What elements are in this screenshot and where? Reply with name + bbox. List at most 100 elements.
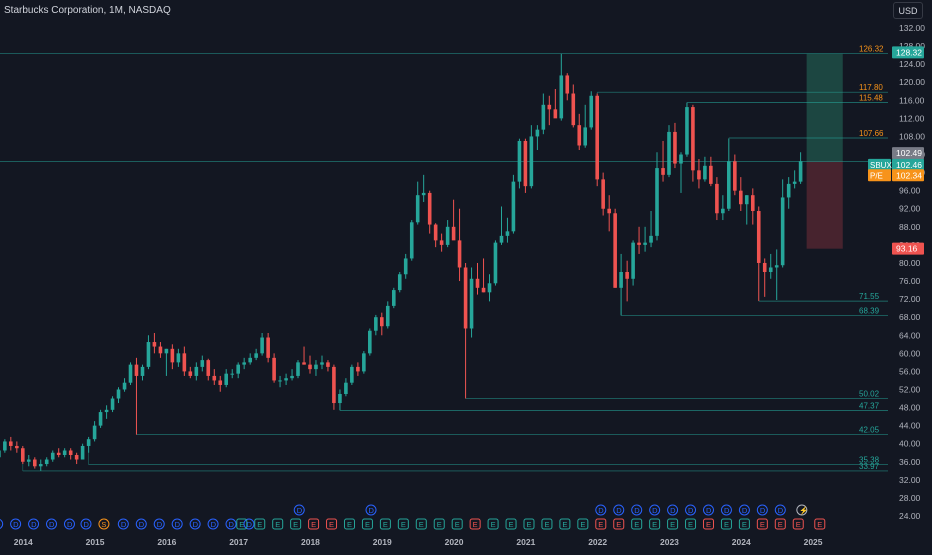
candle-body — [254, 353, 258, 358]
dividend-marker — [80, 518, 92, 530]
price-tick-label: 80.00 — [899, 258, 921, 268]
level-label: 71.55 — [859, 292, 880, 301]
candle-body — [266, 337, 270, 358]
candle-body — [260, 337, 264, 354]
candle-body — [739, 190, 743, 205]
candle-body — [134, 364, 139, 376]
earnings-marker — [577, 518, 589, 530]
price-tick-label: 48.00 — [899, 403, 921, 413]
price-tag-value: 93.16 — [896, 244, 918, 254]
candle-body — [547, 104, 552, 110]
candle-body — [798, 161, 803, 182]
dividend-marker — [685, 504, 697, 516]
earnings-marker-label: E — [817, 520, 822, 529]
time-tick-label: 2023 — [660, 537, 679, 547]
candle-body — [631, 242, 635, 279]
price-tick-label: 68.00 — [899, 312, 921, 322]
candle-body — [385, 305, 390, 327]
candle-body — [487, 283, 492, 293]
marker-label: D — [139, 520, 145, 529]
level-label: 33.97 — [859, 462, 880, 471]
time-tick-label: 2020 — [445, 537, 464, 547]
candle-body — [565, 75, 570, 94]
marker-label: D — [31, 520, 37, 529]
candle-body — [320, 362, 324, 365]
earnings-marker — [720, 518, 732, 530]
currency-button[interactable]: USD — [893, 2, 923, 19]
earnings-marker — [397, 518, 409, 530]
candle-body — [164, 348, 169, 354]
candle-body — [296, 362, 300, 376]
price-tick-label: 112.00 — [899, 113, 925, 123]
earnings-marker — [792, 518, 804, 530]
earnings-marker — [667, 518, 679, 530]
candle-body — [427, 192, 432, 225]
candle-body — [756, 211, 761, 263]
candle-body — [62, 450, 67, 455]
earnings-marker-label: E — [275, 520, 280, 529]
candle-body — [362, 353, 366, 372]
candle-body — [56, 452, 61, 455]
candle-body — [248, 357, 252, 363]
price-tick-label: 52.00 — [899, 384, 921, 394]
candle-body — [21, 448, 25, 462]
dividend-marker — [365, 504, 377, 516]
earnings-marker — [433, 518, 445, 530]
candle-body — [679, 154, 683, 164]
candle-body — [433, 224, 438, 241]
earnings-marker — [469, 518, 481, 530]
candle-body — [92, 425, 97, 440]
earnings-marker — [541, 518, 553, 530]
candle-body — [523, 140, 528, 187]
candle-body — [212, 375, 217, 381]
price-tag — [892, 46, 924, 59]
candle-body — [272, 357, 276, 381]
dividend-marker — [46, 518, 58, 530]
marker-label: D — [688, 506, 694, 515]
earnings-marker-label: E — [652, 520, 657, 529]
dividend-marker — [631, 504, 643, 516]
earnings-marker — [738, 518, 750, 530]
candle-body — [445, 226, 450, 245]
candle-body — [344, 382, 348, 394]
marker-label: D — [670, 506, 676, 515]
candle-body — [74, 455, 79, 460]
marker-label: D — [246, 520, 252, 529]
marker-label: D — [369, 506, 375, 515]
level-label: 42.05 — [859, 425, 880, 434]
earnings-marker — [308, 518, 320, 530]
candle-body — [607, 208, 611, 214]
earnings-marker-label: E — [365, 520, 370, 529]
marker-label: D — [778, 506, 784, 515]
earnings-marker-label: E — [419, 520, 424, 529]
candle-body — [38, 464, 43, 467]
marker-label: D — [175, 520, 181, 529]
level-label: 35.38 — [859, 456, 880, 465]
earnings-marker — [272, 518, 284, 530]
split-marker — [98, 518, 110, 530]
level-label: 117.80 — [859, 83, 883, 92]
candle-body — [230, 373, 235, 375]
earnings-marker-label: E — [401, 520, 406, 529]
candle-body — [188, 371, 193, 376]
candle-body — [86, 439, 91, 446]
dividend-marker — [293, 504, 305, 516]
candle-body — [691, 107, 695, 171]
time-tick-label: 2016 — [157, 537, 176, 547]
dividend-marker — [135, 518, 147, 530]
candle-body — [326, 362, 330, 367]
earnings-marker-label: E — [509, 520, 514, 529]
candle-body — [786, 183, 791, 198]
price-tick-label: 56.00 — [899, 366, 921, 376]
earnings-marker-label: E — [544, 520, 549, 529]
earnings-marker-label: E — [670, 520, 675, 529]
price-tick-label: 92.00 — [899, 204, 921, 214]
candle-body — [517, 140, 522, 182]
candle-body — [505, 231, 510, 236]
price-tick-label: 124.00 — [899, 59, 925, 69]
candle-body — [308, 364, 312, 370]
dividend-marker — [756, 504, 768, 516]
earnings-marker — [451, 518, 463, 530]
